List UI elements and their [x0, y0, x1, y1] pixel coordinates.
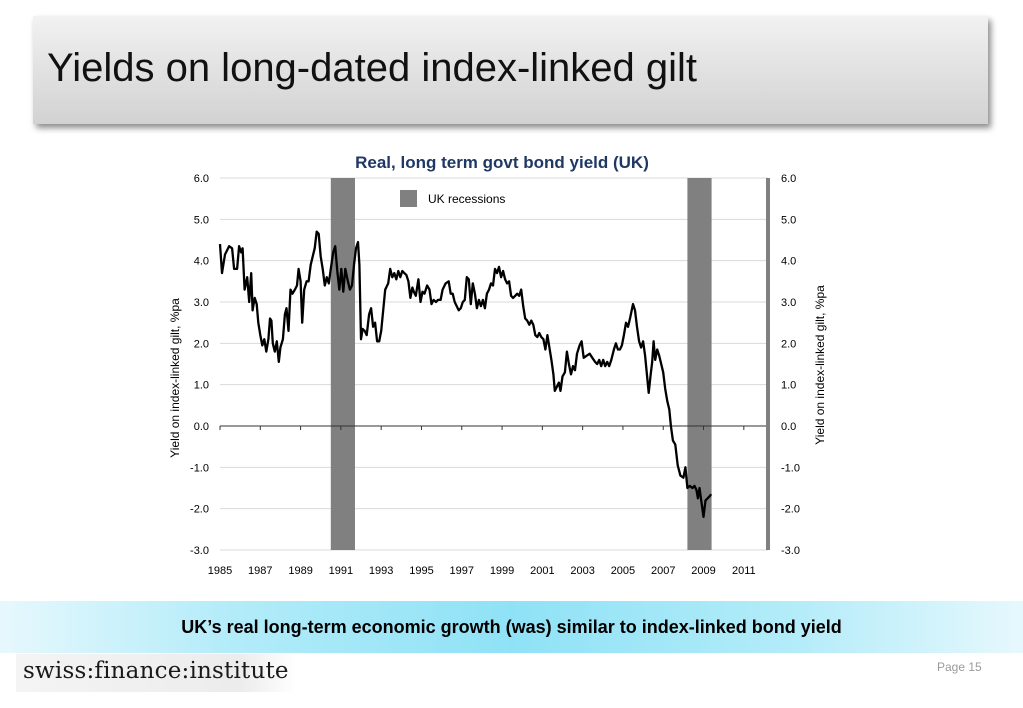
swiss-finance-institute-logo: swiss:finance:institute: [16, 654, 296, 692]
caption-band: UK’s real long-term economic growth (was…: [0, 601, 1023, 653]
x-tick-label: 2005: [611, 565, 635, 577]
legend-label: UK recessions: [428, 192, 505, 206]
y-tick-label-left: 4.0: [194, 256, 209, 268]
y-tick-label-left: -2.0: [190, 504, 209, 516]
axes: 6.0 6.0 5.0 5.0 4.0 4.0 3.0 3.0 2.0 2.0 1.0 1.0 0.0 0…: [190, 173, 800, 577]
slide-title: Yields on long-dated index-linked gilt: [47, 46, 698, 90]
y-tick-label-right: 5.0: [781, 214, 796, 226]
x-tick-label: 1999: [490, 565, 514, 577]
y-tick-label-right: 6.0: [781, 173, 796, 185]
x-tick-label: 1997: [450, 565, 474, 577]
y-tick-label-right: -1.0: [781, 462, 800, 474]
y-tick-label-left: 6.0: [194, 173, 209, 185]
legend: UK recessions: [400, 190, 505, 207]
y-tick-label-left: 1.0: [194, 380, 209, 392]
x-tick-label: 2001: [530, 565, 554, 577]
recession-bands: [330, 178, 712, 550]
x-tick-label: 1991: [329, 565, 353, 577]
x-tick-label: 2007: [651, 565, 675, 577]
x-tick-label: 1995: [409, 565, 433, 577]
y-tick-label-left: 5.0: [194, 214, 209, 226]
x-tick-label: 1993: [369, 565, 393, 577]
y-tick-label-left: -3.0: [190, 545, 209, 557]
x-tick-label: 2003: [570, 565, 594, 577]
y-tick-label-right: 1.0: [781, 380, 796, 392]
y-tick-label-right: -2.0: [781, 504, 800, 516]
y-axis-label-right: Yield on index-linked gilt, %pa: [813, 285, 827, 445]
x-tick-label: 1985: [208, 565, 232, 577]
caption-text: UK’s real long-term economic growth (was…: [181, 617, 842, 637]
line-chart: Real, long term govt bond yield (UK) 6.0…: [168, 153, 827, 577]
gridlines: [220, 177, 768, 551]
x-tick-label: 2009: [691, 565, 715, 577]
y-tick-label-left: 0.0: [194, 421, 209, 433]
x-tick-label: 2011: [732, 565, 756, 577]
x-tick-label: 1987: [248, 565, 272, 577]
y-tick-label-right: -3.0: [781, 545, 800, 557]
y-tick-label-right: 4.0: [781, 256, 796, 268]
y-axis-label-left: Yield on index-linked gilt, %pa: [168, 298, 182, 458]
chart-title: Real, long term govt bond yield (UK): [355, 153, 649, 172]
y-tick-label-left: 2.0: [194, 338, 209, 350]
series-line: [218, 230, 713, 519]
page-number: Page 15: [937, 660, 982, 674]
x-tick-label: 1989: [288, 565, 312, 577]
logo-text: swiss:finance:institute: [23, 658, 289, 684]
series-layer: [218, 230, 713, 519]
legend-swatch: [400, 190, 417, 207]
y-tick-label-right: 2.0: [781, 338, 796, 350]
y-tick-label-right: 3.0: [781, 297, 796, 309]
recession-band: [330, 178, 355, 550]
title-banner: Yields on long-dated index-linked gilt: [33, 16, 988, 124]
y-tick-label-right: 0.0: [781, 421, 796, 433]
y-tick-label-left: -1.0: [190, 462, 209, 474]
y-tick-label-left: 3.0: [194, 297, 209, 309]
